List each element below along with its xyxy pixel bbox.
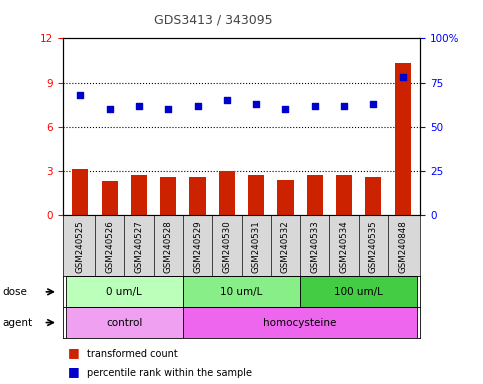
Text: GSM240532: GSM240532 [281,220,290,273]
Text: GSM240531: GSM240531 [252,220,261,273]
Bar [307,175,323,215]
Point [223,97,231,103]
Text: homocysteine: homocysteine [263,318,337,328]
Bar [300,276,417,307]
Bar [395,63,411,215]
Text: 0 um/L: 0 um/L [106,287,142,297]
Point [252,101,260,107]
Text: GSM240529: GSM240529 [193,220,202,273]
Text: transformed count: transformed count [87,349,178,359]
Text: GSM240535: GSM240535 [369,220,378,273]
Text: 10 um/L: 10 um/L [220,287,263,297]
Text: percentile rank within the sample: percentile rank within the sample [87,368,252,378]
Bar [336,175,352,215]
Point [76,92,84,98]
Text: GSM240530: GSM240530 [222,220,231,273]
Text: dose: dose [2,287,28,297]
Bar [101,181,118,215]
Text: ■: ■ [68,365,79,378]
Text: GSM240525: GSM240525 [76,220,85,273]
Point [106,106,114,112]
Point [340,103,348,109]
Bar [248,175,264,215]
Point [399,74,407,80]
Bar [66,276,183,307]
Text: GSM240848: GSM240848 [398,220,407,273]
Point [282,106,289,112]
Text: GSM240527: GSM240527 [134,220,143,273]
Bar [183,276,300,307]
Point [194,103,201,109]
Bar [160,177,176,215]
Bar [219,171,235,215]
Text: GSM240526: GSM240526 [105,220,114,273]
Point [135,103,143,109]
Point [164,106,172,112]
Bar [131,175,147,215]
Text: GDS3413 / 343095: GDS3413 / 343095 [154,14,272,27]
Bar [189,177,206,215]
Text: ■: ■ [68,346,79,359]
Bar [365,177,382,215]
Bar [72,169,88,215]
Point [369,101,377,107]
Bar [66,307,183,338]
Text: 100 um/L: 100 um/L [334,287,383,297]
Text: GSM240534: GSM240534 [340,220,349,273]
Text: control: control [106,318,142,328]
Text: agent: agent [2,318,32,328]
Text: GSM240528: GSM240528 [164,220,173,273]
Bar [183,307,417,338]
Point [311,103,319,109]
Text: GSM240533: GSM240533 [310,220,319,273]
Bar [277,180,294,215]
